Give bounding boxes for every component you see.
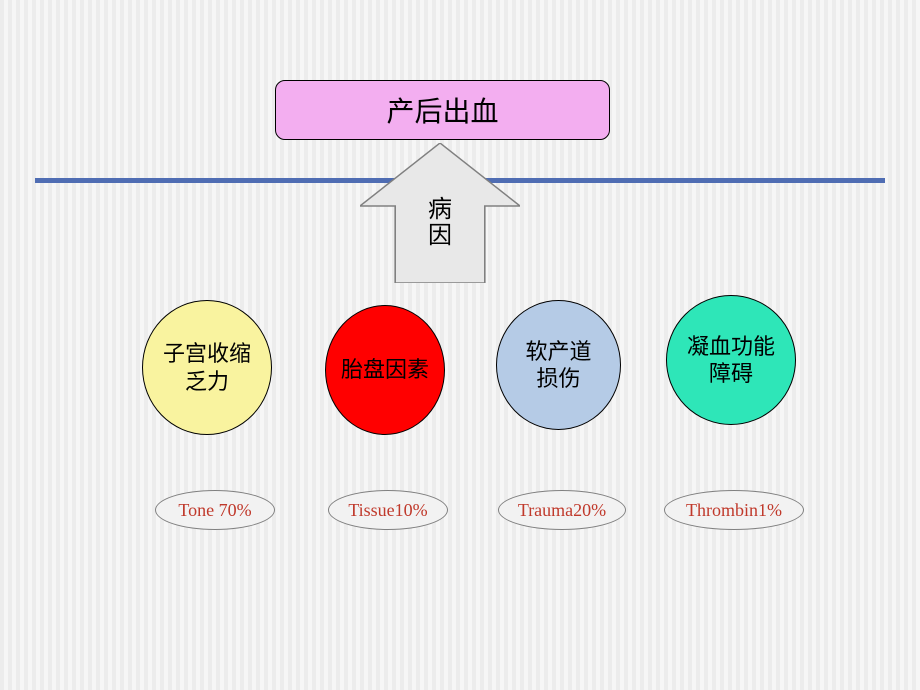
percent-label: Thrombin1% (686, 500, 782, 521)
cause-label: 凝血功能 障碍 (687, 333, 775, 388)
arrow-label: 病 因 (428, 197, 452, 250)
percent-ellipse-0: Tone 70% (155, 490, 275, 530)
cause-ellipse-3: 凝血功能 障碍 (666, 295, 796, 425)
cause-ellipse-1: 胎盘因素 (325, 305, 445, 435)
percent-ellipse-1: Tissue10% (328, 490, 448, 530)
cause-label: 子宫收缩 乏力 (163, 340, 251, 395)
percent-label: Tissue10% (348, 500, 427, 521)
percent-label: Tone 70% (178, 500, 251, 521)
cause-ellipse-0: 子宫收缩 乏力 (142, 300, 272, 435)
cause-label: 胎盘因素 (341, 356, 429, 384)
percent-label: Trauma20% (518, 500, 606, 521)
title-text: 产后出血 (386, 90, 498, 130)
cause-ellipse-2: 软产道 损伤 (496, 300, 621, 430)
title-box: 产后出血 (275, 80, 610, 140)
up-arrow: 病 因 (360, 143, 520, 283)
percent-ellipse-3: Thrombin1% (664, 490, 804, 530)
percent-ellipse-2: Trauma20% (498, 490, 626, 530)
cause-label: 软产道 损伤 (525, 338, 591, 393)
